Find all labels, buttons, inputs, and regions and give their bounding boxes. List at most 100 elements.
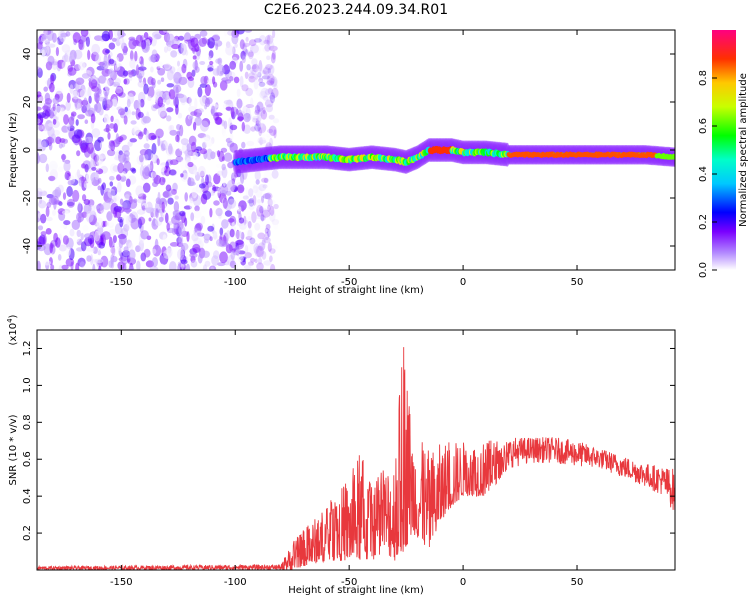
noise-blob	[207, 37, 216, 49]
colorbar: 0.0 0.2 0.4 0.6 0.8 Normalized spectral ampl…	[698, 30, 749, 278]
noise-blob	[85, 36, 90, 47]
noise-blob	[267, 244, 275, 255]
noise-blob	[254, 123, 261, 132]
noise-blob	[258, 126, 263, 137]
x-tick-label: 0	[460, 577, 466, 588]
noise-blob	[267, 229, 271, 238]
y-tick-label: 0	[22, 147, 33, 153]
spectrogram-panel: -150 -100 -50 0 50 -40 -20 0 20 40 Height of str…	[8, 29, 676, 296]
noise-blob	[50, 74, 55, 85]
noise-blob	[94, 258, 104, 264]
noise-blob	[240, 172, 245, 185]
noise-blob	[162, 191, 170, 198]
noise-blob	[249, 67, 254, 73]
noise-blob	[127, 114, 136, 120]
noise-blob	[49, 109, 54, 118]
noise-blob	[244, 71, 249, 80]
noise-blob	[162, 234, 167, 243]
noise-blob	[267, 75, 272, 83]
noise-blob	[222, 177, 226, 187]
spectrogram-x-axis-label: Height of straight line (km)	[288, 285, 424, 296]
snr-frame	[36, 329, 676, 571]
noise-blob	[197, 112, 201, 119]
noise-blob	[111, 84, 115, 93]
noise-blob	[179, 94, 188, 103]
noise-blob	[189, 197, 194, 210]
noise-blob	[139, 154, 144, 163]
noise-blob	[243, 112, 251, 123]
noise-blob	[193, 121, 197, 131]
noise-blob	[260, 213, 265, 222]
noise-blob	[94, 104, 98, 112]
noise-blob	[233, 76, 240, 84]
noise-blob	[261, 195, 264, 204]
noise-blob	[257, 123, 267, 134]
noise-blob	[245, 104, 254, 108]
noise-blob	[213, 173, 221, 185]
noise-blob	[161, 201, 165, 213]
noise-blob	[245, 49, 249, 55]
noise-blob	[45, 136, 55, 144]
noise-blob	[50, 195, 59, 205]
noise-blob	[166, 115, 172, 122]
noise-blob	[200, 215, 206, 225]
y-tick-label: 20	[22, 96, 33, 109]
noise-blob	[203, 238, 209, 244]
noise-blob	[247, 215, 252, 228]
noise-blob	[261, 75, 270, 80]
noise-blob	[60, 224, 67, 229]
noise-blob	[96, 204, 104, 211]
noise-blob	[37, 66, 42, 73]
noise-blob	[241, 141, 246, 149]
noise-blob	[152, 181, 158, 188]
noise-blob	[254, 258, 258, 264]
noise-blob	[254, 245, 263, 257]
noise-blob	[247, 229, 253, 239]
x-tick-label: -150	[110, 277, 133, 288]
noise-blob	[260, 87, 270, 98]
noise-blob	[77, 114, 85, 120]
noise-blob	[114, 156, 119, 161]
noise-blob	[37, 112, 47, 118]
noise-blob	[272, 118, 280, 124]
noise-blob	[216, 239, 223, 247]
noise-blob	[258, 122, 266, 128]
noise-blob	[199, 205, 208, 213]
noise-blob	[158, 216, 164, 223]
noise-blob	[123, 160, 132, 172]
noise-blob	[131, 111, 136, 116]
noise-blob	[156, 158, 160, 166]
noise-blob	[194, 205, 200, 212]
noise-blob	[257, 137, 267, 144]
noise-blob	[206, 148, 213, 161]
noise-blob	[231, 221, 235, 232]
noise-blob	[223, 63, 229, 72]
spectrogram-y-ticks: -40 -20 0 20 40	[22, 48, 675, 254]
noise-blob	[174, 195, 179, 200]
noise-blob	[188, 96, 192, 107]
noise-blob	[255, 179, 260, 185]
noise-blob	[96, 217, 104, 228]
noise-blob	[181, 63, 187, 74]
noise-blob	[148, 189, 154, 202]
noise-blob	[129, 58, 136, 69]
noise-blob	[69, 228, 75, 237]
noise-blob	[92, 246, 98, 254]
noise-blob	[154, 54, 161, 60]
noise-blob	[217, 57, 223, 65]
noise-blob	[126, 98, 131, 108]
snr-y-ticks: 0.2 0.4 0.6 0.8 1.0 1.2	[22, 341, 675, 541]
noise-blob	[219, 184, 229, 195]
noise-blob	[64, 173, 69, 180]
noise-blob	[210, 191, 215, 196]
noise-blob	[150, 77, 156, 86]
noise-blob	[160, 143, 166, 152]
noise-blob	[194, 66, 200, 73]
noise-blob	[76, 102, 81, 111]
noise-blob	[102, 201, 111, 210]
noise-blob	[150, 171, 157, 178]
noise-blob	[189, 115, 194, 121]
noise-blob	[227, 198, 237, 209]
noise-blob	[223, 30, 228, 37]
noise-blob	[107, 132, 111, 140]
